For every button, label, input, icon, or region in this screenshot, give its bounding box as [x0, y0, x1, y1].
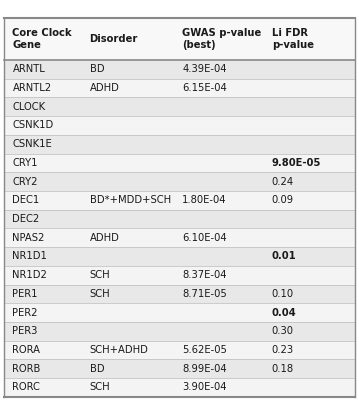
Text: NR1D2: NR1D2 — [13, 270, 47, 280]
Text: 3.90E-04: 3.90E-04 — [182, 382, 227, 392]
Text: 1.80E-04: 1.80E-04 — [182, 195, 227, 205]
Bar — [4, 228, 355, 247]
Text: 8.71E-05: 8.71E-05 — [182, 289, 227, 299]
Bar — [4, 191, 355, 210]
Text: 0.10: 0.10 — [272, 289, 294, 299]
Bar — [4, 303, 355, 322]
Text: 0.18: 0.18 — [272, 364, 294, 374]
Bar — [4, 284, 355, 303]
Text: RORA: RORA — [13, 345, 41, 355]
Text: BD: BD — [89, 64, 104, 74]
Text: RORC: RORC — [13, 382, 40, 392]
Text: 0.23: 0.23 — [272, 345, 294, 355]
Bar — [4, 341, 355, 359]
Text: BD: BD — [89, 364, 104, 374]
Bar — [4, 116, 355, 135]
Text: Core Clock
Gene: Core Clock Gene — [13, 28, 72, 50]
Bar — [4, 266, 355, 284]
Bar — [4, 18, 355, 60]
Text: 6.15E-04: 6.15E-04 — [182, 83, 227, 93]
Text: 6.10E-04: 6.10E-04 — [182, 233, 227, 243]
Bar — [4, 154, 355, 172]
Text: 4.39E-04: 4.39E-04 — [182, 64, 227, 74]
Bar — [4, 247, 355, 266]
Text: PER3: PER3 — [13, 326, 38, 336]
Text: PER1: PER1 — [13, 289, 38, 299]
Text: CLOCK: CLOCK — [13, 102, 46, 112]
Text: NPAS2: NPAS2 — [13, 233, 45, 243]
Bar — [4, 359, 355, 378]
Text: CSNK1D: CSNK1D — [13, 120, 54, 130]
Bar — [4, 135, 355, 154]
Bar — [4, 79, 355, 98]
Text: PER2: PER2 — [13, 308, 38, 318]
Text: 8.37E-04: 8.37E-04 — [182, 270, 227, 280]
Bar — [4, 378, 355, 397]
Text: SCH+ADHD: SCH+ADHD — [89, 345, 148, 355]
Text: 5.62E-05: 5.62E-05 — [182, 345, 227, 355]
Text: ADHD: ADHD — [89, 83, 120, 93]
Text: ARNTL: ARNTL — [13, 64, 45, 74]
Text: Li FDR
p-value: Li FDR p-value — [272, 28, 314, 50]
Bar — [4, 98, 355, 116]
Text: CRY1: CRY1 — [13, 158, 38, 168]
Text: SCH: SCH — [89, 382, 110, 392]
Bar — [4, 210, 355, 228]
Text: 0.24: 0.24 — [272, 177, 294, 187]
Text: ARNTL2: ARNTL2 — [13, 83, 52, 93]
Text: GWAS p-value
(best): GWAS p-value (best) — [182, 28, 262, 50]
Text: 0.01: 0.01 — [272, 252, 297, 262]
Text: ADHD: ADHD — [89, 233, 120, 243]
Text: 8.99E-04: 8.99E-04 — [182, 364, 227, 374]
Text: DEC1: DEC1 — [13, 195, 40, 205]
Text: DEC2: DEC2 — [13, 214, 40, 224]
Text: CRY2: CRY2 — [13, 177, 38, 187]
Text: 0.09: 0.09 — [272, 195, 294, 205]
Text: SCH: SCH — [89, 270, 110, 280]
Text: 0.30: 0.30 — [272, 326, 294, 336]
Text: BD*+MDD+SCH: BD*+MDD+SCH — [89, 195, 171, 205]
Text: 9.80E-05: 9.80E-05 — [272, 158, 321, 168]
Text: SCH: SCH — [89, 289, 110, 299]
Text: CSNK1E: CSNK1E — [13, 139, 52, 149]
Text: NR1D1: NR1D1 — [13, 252, 47, 262]
Bar — [4, 322, 355, 341]
Bar — [4, 172, 355, 191]
Text: RORB: RORB — [13, 364, 41, 374]
Bar — [4, 60, 355, 79]
Text: Disorder: Disorder — [89, 34, 138, 44]
Text: 0.04: 0.04 — [272, 308, 297, 318]
